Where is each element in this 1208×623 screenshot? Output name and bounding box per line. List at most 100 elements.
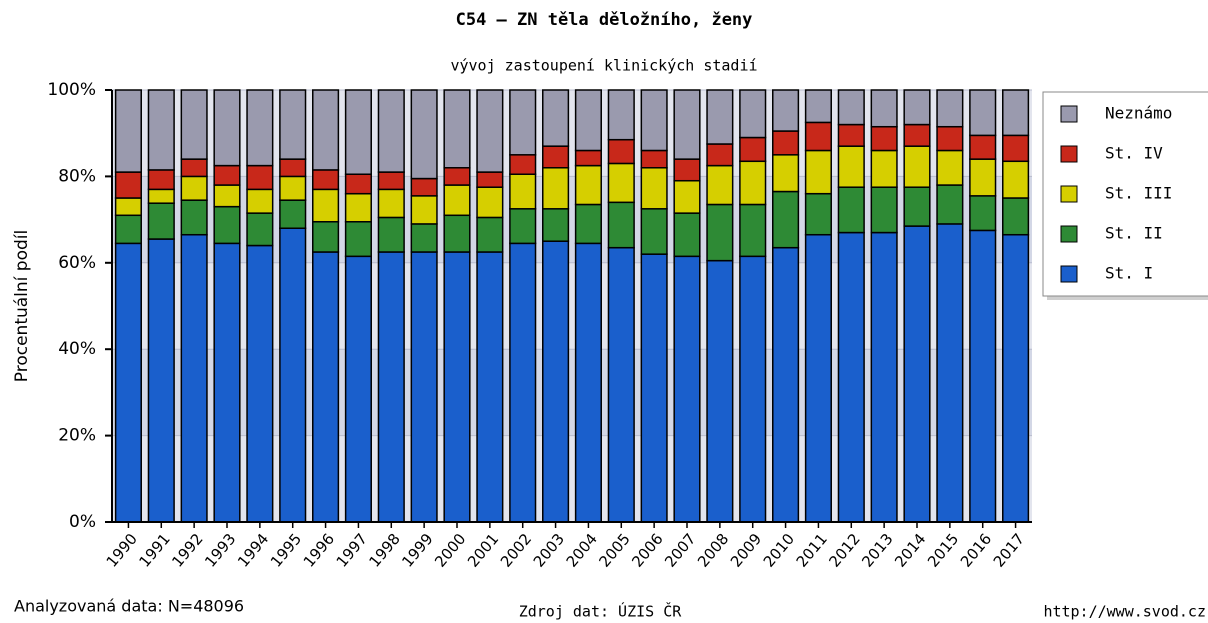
x-tick-label: 2000 — [431, 530, 469, 571]
bar-segment — [410, 251, 438, 523]
y-tick-label: 20% — [58, 426, 96, 446]
y-tick-label: 80% — [58, 166, 96, 186]
bar-segment — [804, 233, 832, 523]
x-tick-label: 1999 — [398, 530, 436, 571]
footer-right: http://www.svod.cz — [1043, 603, 1206, 621]
x-tick-label: 2012 — [825, 530, 863, 571]
y-tick-label: 0% — [69, 512, 96, 532]
bar-segment — [344, 173, 372, 195]
bar-segment — [377, 89, 405, 173]
bar-segment — [739, 89, 767, 139]
bar-segment — [312, 251, 340, 523]
bar-segment — [936, 125, 964, 152]
bar-segment — [377, 188, 405, 219]
bar-segment — [147, 238, 175, 523]
bar-segment — [1002, 89, 1030, 137]
bar-segment — [870, 231, 898, 523]
bar-segment — [706, 143, 734, 167]
x-tick-label: 1994 — [234, 530, 272, 571]
bar-segment — [542, 208, 570, 242]
bar-segment — [772, 154, 800, 193]
bar-segment — [969, 229, 997, 523]
bar-segment — [739, 160, 767, 206]
bar-segment — [147, 89, 175, 171]
footer-left: Analyzovaná data: N=48096 — [14, 597, 244, 616]
bar-segment — [344, 192, 372, 223]
bar-segment — [574, 242, 602, 523]
bar-segment — [837, 89, 865, 126]
bar-segment — [903, 225, 931, 523]
bar-segment — [542, 167, 570, 210]
bar-segment — [574, 203, 602, 245]
bar-segment — [279, 227, 307, 523]
bar-segment — [246, 188, 274, 214]
bar-segment — [969, 89, 997, 137]
x-tick-label: 2001 — [464, 530, 502, 571]
x-tick-label: 2004 — [563, 530, 601, 571]
x-tick-label: 2016 — [957, 530, 995, 571]
bar-segment — [509, 173, 537, 210]
bar-segment — [607, 201, 635, 249]
bar-segment — [180, 175, 208, 201]
bar-segment — [1002, 160, 1030, 199]
x-tick-label: 2010 — [760, 530, 798, 571]
bar-segment — [870, 149, 898, 188]
bar-segment — [706, 259, 734, 523]
bar-segment — [443, 251, 471, 523]
bar-segment — [640, 149, 668, 169]
bar-segment — [772, 246, 800, 523]
bar-segment — [673, 212, 701, 258]
bar-segment — [443, 214, 471, 253]
bar-segment — [640, 89, 668, 152]
bar-segment — [772, 190, 800, 249]
bar-segment — [509, 242, 537, 523]
bar-segment — [147, 202, 175, 240]
bar-segment — [246, 212, 274, 247]
bar-segment — [344, 89, 372, 175]
bar-segment — [673, 89, 701, 160]
y-tick-label: 40% — [58, 339, 96, 359]
bar-segment — [804, 149, 832, 195]
bar-segment — [969, 195, 997, 232]
bar-segment — [279, 89, 307, 160]
bar-segment — [476, 89, 504, 173]
bar-segment — [312, 221, 340, 253]
chart-title: C54 – ZN těla děložního, ženy — [456, 10, 753, 30]
bar-segment — [312, 169, 340, 191]
bar-segment — [410, 89, 438, 180]
y-axis-label: Procentuální podíl — [12, 230, 32, 382]
bar-segment — [574, 164, 602, 206]
bar-segment — [936, 149, 964, 186]
x-tick-label: 2007 — [661, 530, 699, 571]
bar-segment — [509, 154, 537, 175]
bar-segment — [640, 253, 668, 523]
y-tick-label: 100% — [47, 80, 96, 100]
bar-segment — [903, 89, 931, 126]
bar-segment — [180, 158, 208, 178]
bar-segment — [246, 89, 274, 167]
legend-label: St. II — [1105, 224, 1163, 243]
bar-segment — [114, 242, 142, 523]
bar-segment — [706, 89, 734, 145]
legend-swatch — [1060, 185, 1078, 203]
bar-segment — [739, 255, 767, 523]
bar-segment — [509, 208, 537, 245]
bar-segment — [279, 158, 307, 178]
bar-segment — [607, 246, 635, 523]
x-tick-label: 2005 — [595, 530, 633, 571]
bar-segment — [114, 197, 142, 217]
x-tick-label: 1991 — [135, 530, 173, 571]
bar-segment — [640, 167, 668, 210]
bar-segment — [969, 134, 997, 160]
x-tick-label: 1998 — [365, 530, 403, 571]
bar-segment — [903, 145, 931, 188]
x-tick-label: 2013 — [858, 530, 896, 571]
legend-swatch — [1060, 145, 1078, 163]
legend-label: St. III — [1105, 184, 1172, 203]
bar-segment — [804, 89, 832, 124]
bar-segment — [870, 186, 898, 234]
x-tick-label: 1995 — [267, 530, 305, 571]
bar-segment — [870, 89, 898, 128]
bar-segment — [476, 171, 504, 188]
bar-segment — [542, 145, 570, 169]
